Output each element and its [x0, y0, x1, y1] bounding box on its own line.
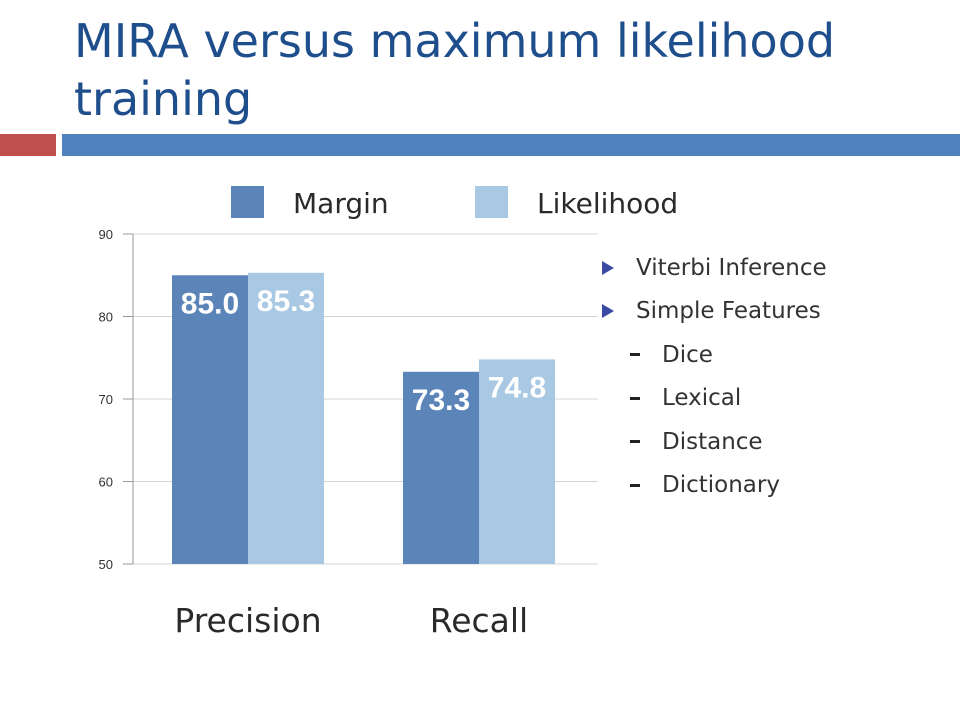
bullet-list: Viterbi Inference Simple Features Dice L…	[598, 246, 938, 507]
bar-likelihood-precision	[248, 272, 324, 564]
chart-legend: Margin Likelihood	[231, 186, 678, 220]
chart-bars: 85.0 85.3 Precision 73.3 74.8 Recall	[172, 272, 555, 640]
sub-bullet-label: Distance	[662, 428, 763, 455]
bar-margin-precision	[172, 275, 248, 564]
y-tick-label: 60	[99, 475, 113, 490]
sub-bullet-label: Dice	[662, 341, 713, 368]
sub-bullet-item-distance: Distance	[598, 420, 938, 464]
sub-bullet-item-dictionary: Dictionary	[598, 464, 938, 508]
dash-bullet-icon	[630, 353, 640, 357]
data-label: 73.3	[412, 384, 470, 417]
legend-label-likelihood: Likelihood	[537, 187, 678, 220]
title-accent-bar-red	[0, 134, 56, 156]
sub-bullet-label: Lexical	[662, 385, 742, 412]
y-tick-label: 70	[99, 392, 113, 407]
bullet-item-simple-features: Simple Features	[598, 290, 938, 334]
sub-bullet-item-dice: Dice	[598, 333, 938, 377]
bullet-item-viterbi-inference: Viterbi Inference	[598, 246, 938, 290]
data-label: 85.0	[181, 287, 239, 320]
triangle-bullet-icon	[602, 304, 614, 319]
x-category-label: Precision	[174, 601, 321, 640]
bullet-label: Simple Features	[636, 298, 821, 325]
data-label: 74.8	[488, 371, 546, 404]
data-label: 85.3	[257, 285, 315, 318]
dash-bullet-icon	[630, 440, 640, 444]
legend-swatch-margin	[231, 186, 264, 218]
legend-swatch-likelihood	[475, 186, 508, 218]
bullet-label: Viterbi Inference	[636, 254, 827, 281]
y-tick-label: 80	[99, 310, 113, 325]
dash-bullet-icon	[630, 396, 640, 400]
sub-bullet-item-lexical: Lexical	[598, 377, 938, 421]
bar-likelihood-recall	[479, 359, 555, 564]
y-tick-label: 50	[99, 557, 113, 572]
x-category-label: Recall	[430, 601, 528, 640]
dash-bullet-icon	[630, 483, 640, 487]
title-accent-bar-blue	[62, 134, 960, 156]
sub-bullet-label: Dictionary	[662, 472, 780, 499]
bar-margin-recall	[403, 371, 479, 564]
legend-label-margin: Margin	[293, 187, 389, 220]
chart-axes: 90 80 70 60 50	[99, 227, 134, 572]
triangle-bullet-icon	[602, 260, 614, 275]
y-tick-label: 90	[99, 227, 113, 242]
slide-title: MIRA versus maximum likelihood training	[74, 14, 836, 126]
